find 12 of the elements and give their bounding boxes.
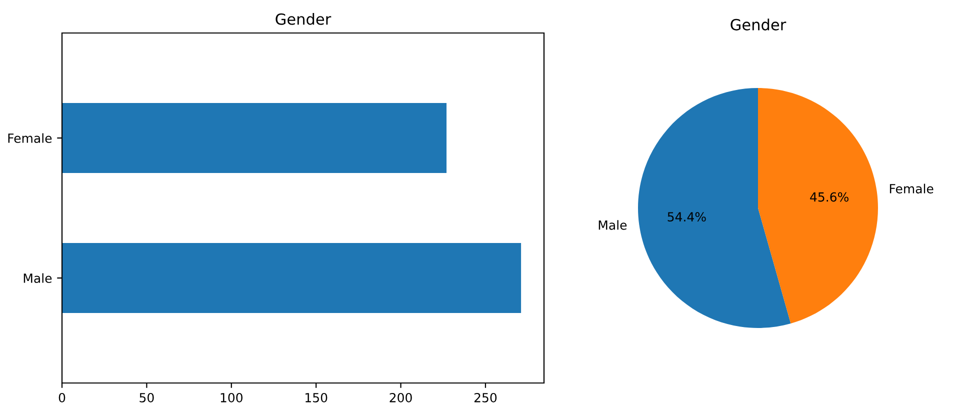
x-tick-label: 200 (390, 392, 412, 402)
x-tick-label: 50 (140, 392, 154, 402)
x-tick-label: 250 (474, 392, 497, 402)
data-label: 45.6% (810, 192, 848, 202)
data-label: 54.4% (668, 212, 706, 222)
x-tick-label: 150 (306, 392, 328, 402)
slice-label: Male (598, 220, 627, 230)
x-tick-label: 0 (58, 392, 66, 402)
chart-title: Gender (276, 13, 332, 25)
x-tick-label: 100 (220, 392, 242, 402)
slice-label: Female (890, 184, 934, 194)
chart-title: Gender (730, 18, 786, 30)
